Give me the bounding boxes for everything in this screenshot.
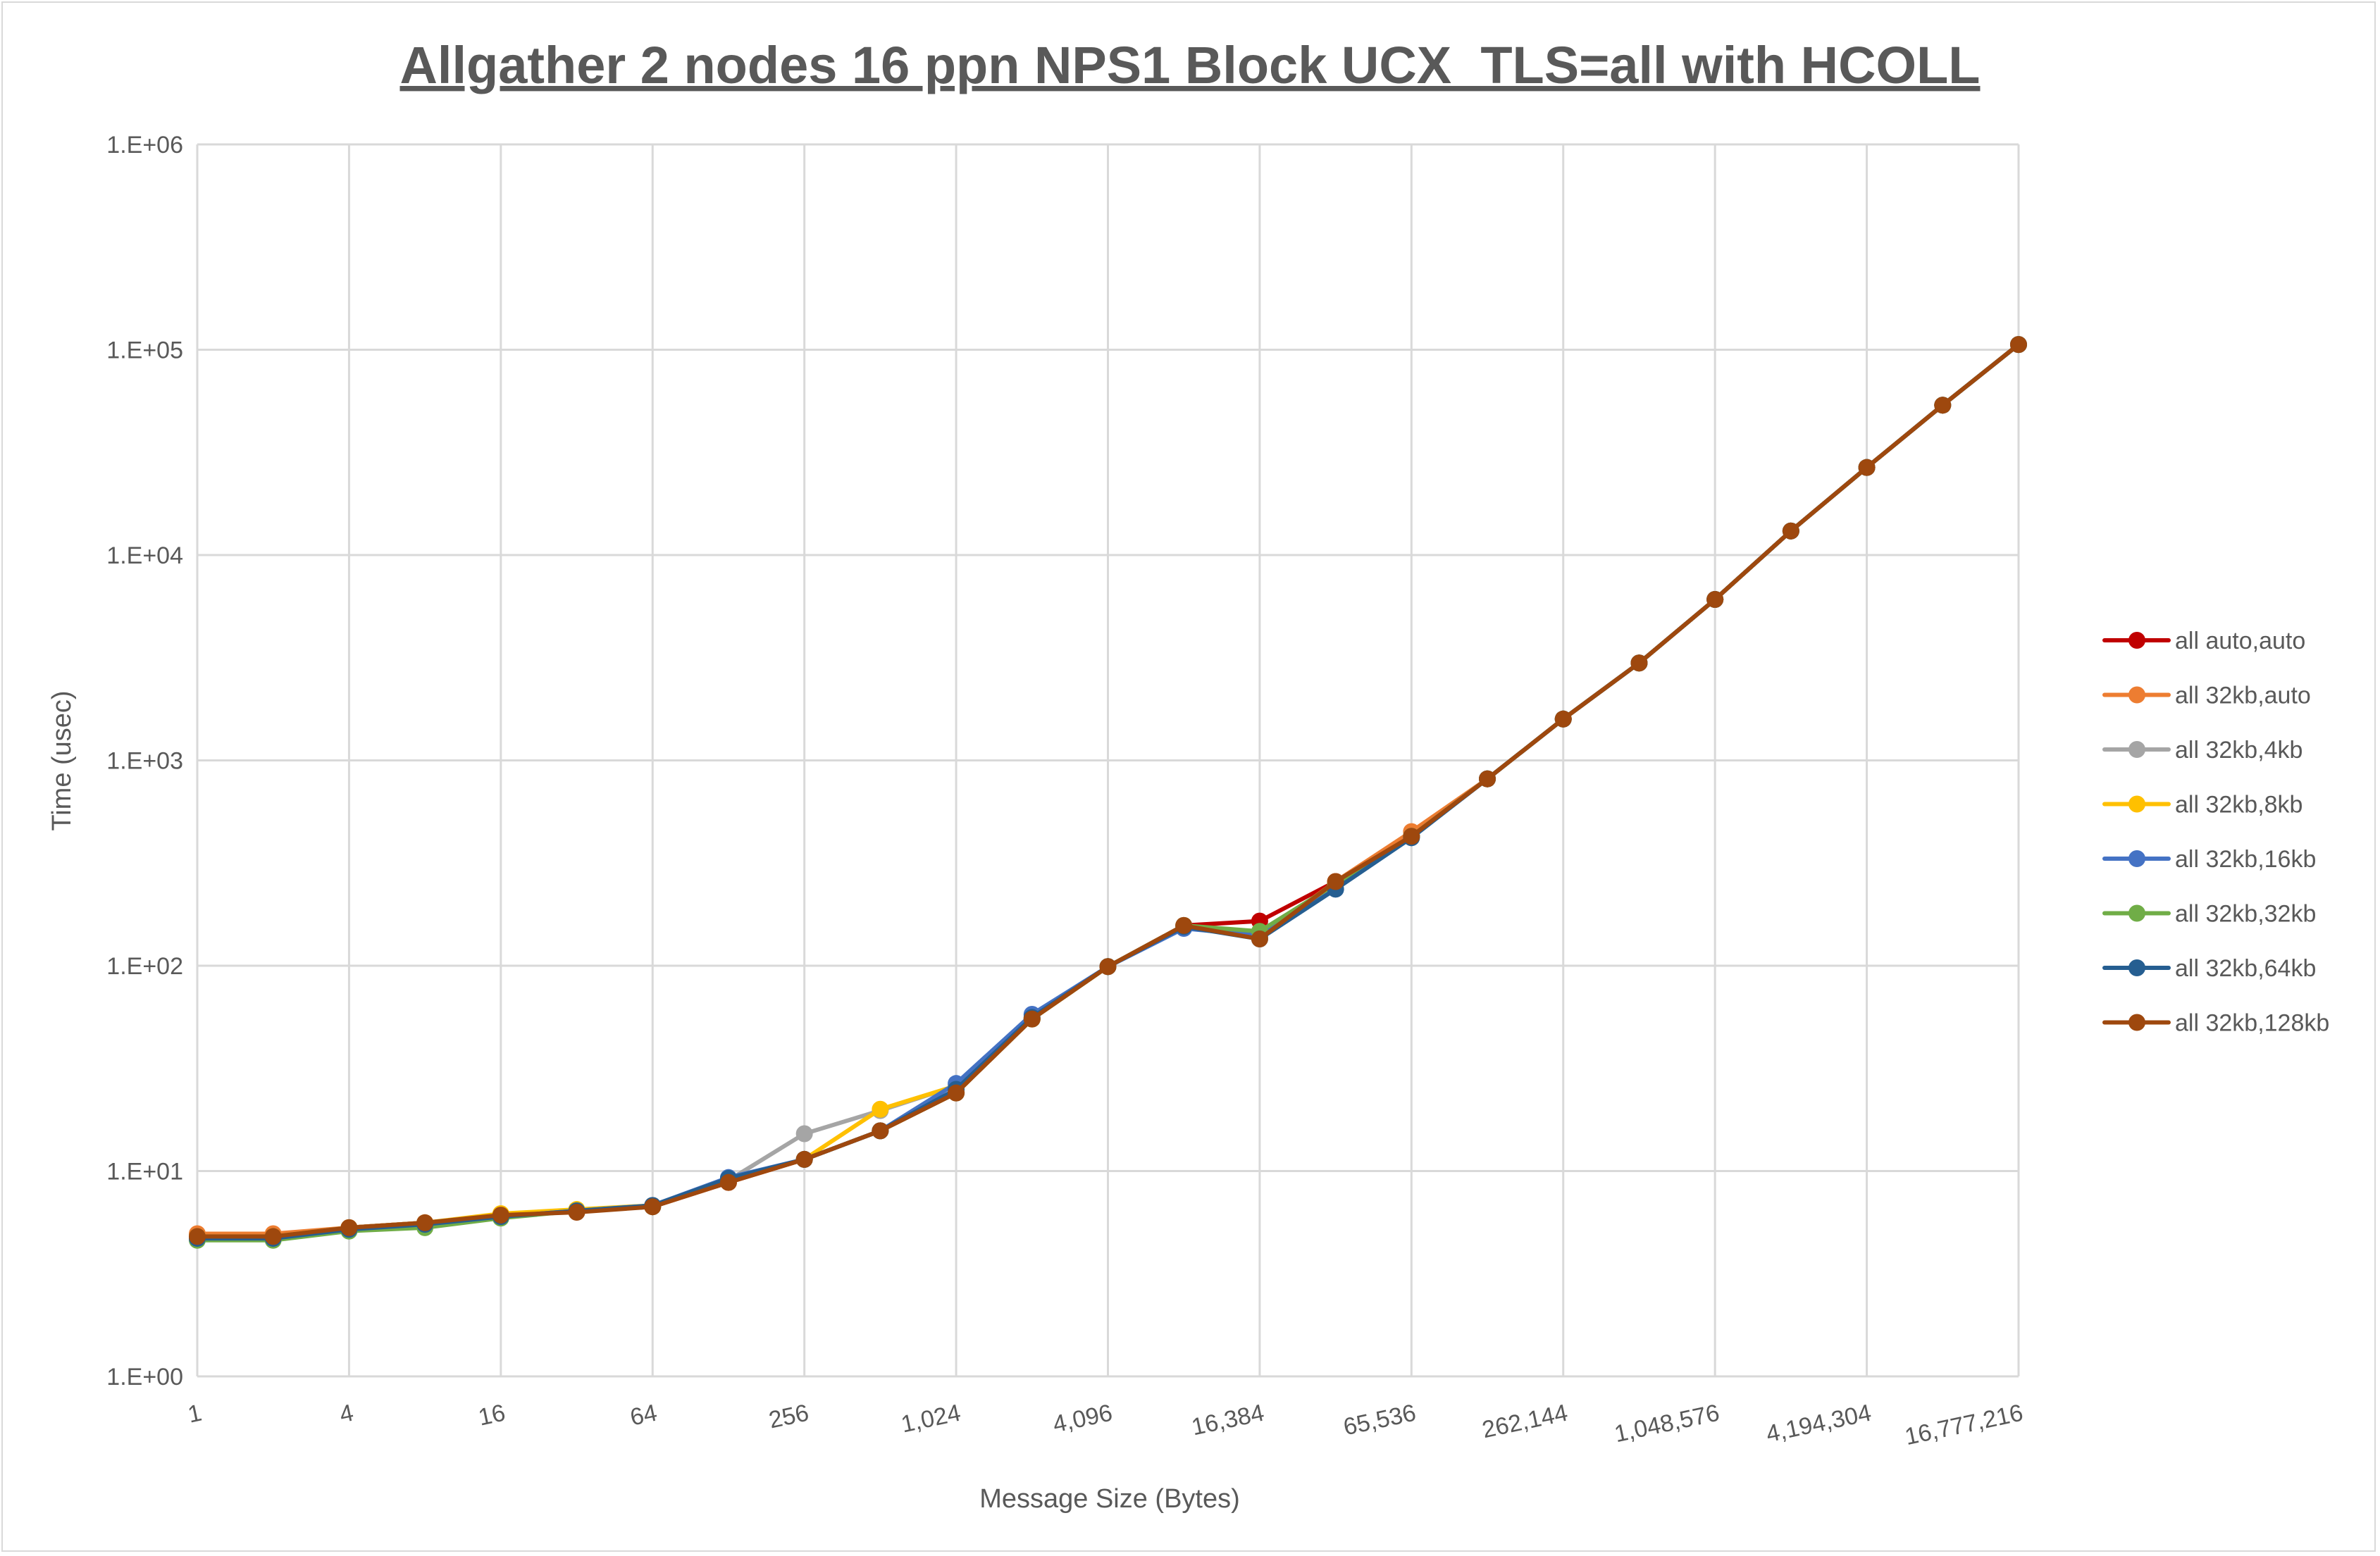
legend-label: all 32kb,128kb [2175, 1010, 2329, 1037]
legend-marker [2128, 904, 2145, 922]
x-axis-title: Message Size (Bytes) [979, 1484, 1240, 1514]
y-tick-label: 1.E+01 [106, 1159, 183, 1185]
legend-marker [2128, 741, 2145, 758]
data-point [1554, 710, 1572, 728]
legend-marker [2128, 959, 2145, 976]
y-tick-label: 1.E+03 [106, 748, 183, 775]
legend-marker [2128, 686, 2145, 704]
legend-item: all 32kb,16kb [2102, 846, 2316, 873]
x-tick-label: 16,384 [1189, 1400, 1267, 1441]
data-point [492, 1207, 509, 1224]
legend-item: all 32kb,64kb [2102, 955, 2316, 982]
data-point [1934, 397, 1952, 414]
legend-item: all 32kb,8kb [2102, 792, 2302, 819]
data-point [719, 1174, 737, 1191]
data-point [264, 1228, 282, 1245]
data-point [795, 1150, 813, 1168]
x-tick-label: 1 [185, 1400, 204, 1429]
x-tick-label: 256 [767, 1400, 811, 1434]
legend-item: all 32kb,32kb [2102, 901, 2316, 928]
y-tick-label: 1.E+05 [106, 337, 183, 364]
data-point [1099, 958, 1117, 976]
series-lines [189, 336, 2027, 1249]
legend-marker [2128, 1014, 2145, 1031]
data-point [1251, 931, 1268, 948]
legend-item: all 32kb,128kb [2102, 1010, 2329, 1037]
legend-marker [2128, 850, 2145, 867]
data-point [1175, 916, 1193, 934]
x-tick-label: 1,048,576 [1612, 1400, 1722, 1448]
data-point [1630, 654, 1648, 672]
data-point [189, 1228, 206, 1245]
legend-label: all 32kb,64kb [2175, 955, 2316, 982]
chart-title: Allgather 2 nodes 16 ppn NPS1 Block UCX_… [399, 36, 1980, 94]
legend-item: all 32kb,4kb [2102, 737, 2302, 764]
legend-item: all auto,auto [2102, 628, 2305, 654]
data-point [416, 1214, 434, 1231]
data-point [1706, 590, 1724, 608]
legend: all auto,auto all 32kb,auto all 32kb,4kb al… [2102, 628, 2329, 1037]
data-point [1782, 522, 1799, 540]
gridlines [196, 143, 2020, 1378]
data-point [1023, 1010, 1041, 1028]
y-tick-label: 1.E+04 [106, 542, 183, 569]
legend-label: all 32kb,auto [2175, 683, 2311, 709]
data-point [568, 1203, 585, 1221]
legend-marker [2128, 795, 2145, 813]
data-point [340, 1219, 358, 1236]
y-tick-label: 1.E+02 [106, 953, 183, 980]
data-point [644, 1198, 662, 1216]
legend-label: all 32kb,32kb [2175, 901, 2316, 928]
x-tick-label: 16,777,216 [1902, 1400, 2025, 1451]
y-axis-ticks: 1.E+00 1.E+01 1.E+02 1.E+03 1.E+04 1.E+05 1.E+… [106, 132, 183, 1390]
y-tick-label: 1.E+06 [106, 132, 183, 158]
x-tick-label: 16 [476, 1400, 508, 1431]
legend-marker [2128, 632, 2145, 649]
data-point [1327, 873, 1344, 890]
legend-label: all 32kb,4kb [2175, 737, 2302, 764]
data-point [795, 1125, 813, 1143]
x-axis-ticks: 1 4 16 64 256 1,024 4,096 16,384 65,536 262,144 1,… [185, 1400, 2025, 1451]
x-tick-label: 1,024 [899, 1400, 963, 1438]
x-tick-label: 4,194,304 [1764, 1400, 1873, 1448]
legend-label: all 32kb,8kb [2175, 792, 2302, 819]
data-point [872, 1100, 889, 1118]
x-tick-label: 4,096 [1050, 1400, 1115, 1438]
data-point [1479, 770, 1496, 788]
legend-label: all 32kb,16kb [2175, 846, 2316, 873]
data-point [2010, 336, 2027, 354]
x-tick-label: 4 [337, 1400, 356, 1429]
series-all-32kb-128kb [189, 336, 2027, 1245]
y-axis-title: Time (usec) [47, 690, 77, 830]
data-point [1403, 828, 1420, 845]
data-point [1858, 459, 1876, 476]
x-tick-label: 65,536 [1341, 1400, 1418, 1441]
legend-label: all auto,auto [2175, 628, 2305, 654]
x-tick-label: 64 [628, 1400, 659, 1431]
legend-item: all 32kb,auto [2102, 683, 2311, 709]
data-point [872, 1122, 889, 1140]
data-point [948, 1084, 965, 1102]
y-tick-label: 1.E+00 [106, 1364, 183, 1390]
x-tick-label: 262,144 [1480, 1400, 1570, 1444]
